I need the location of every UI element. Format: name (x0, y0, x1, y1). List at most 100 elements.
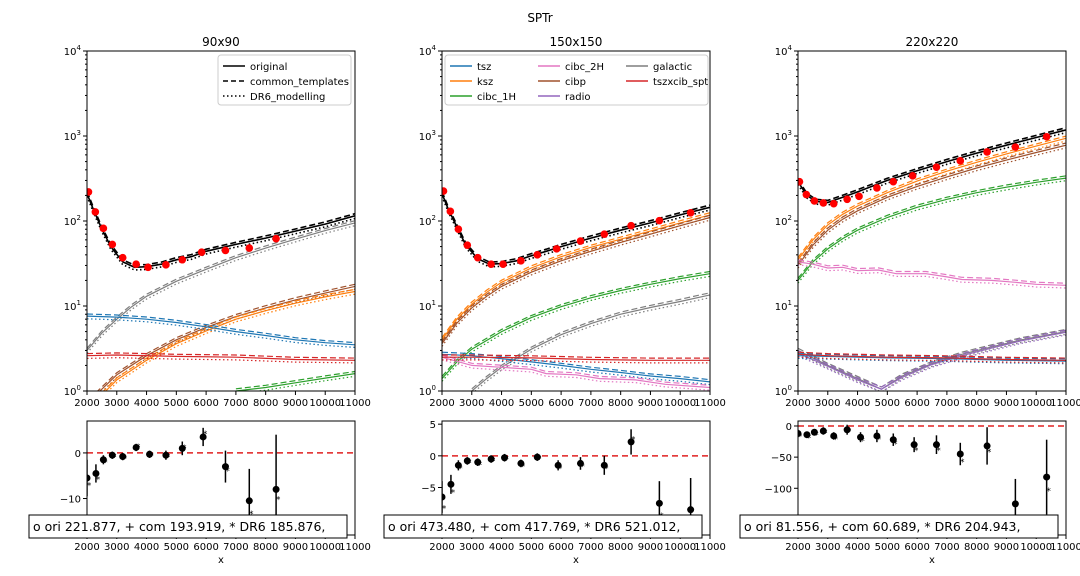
series-cibp-common-templates (442, 214, 710, 342)
x-tick-label: 3000 (459, 398, 484, 409)
residual-point-ori (655, 499, 663, 507)
residual-point-ori (178, 444, 186, 452)
data-point (627, 221, 635, 230)
series-radio-original (798, 331, 1066, 390)
chart-panel-220x220: 220x220 100 101 102 103 104 2000 2000 3000 3000 40… (739, 35, 1080, 566)
series-cibp-original (99, 285, 355, 391)
res-x-tick-label: 7000 (934, 542, 959, 553)
y-tick-label: 101 (419, 299, 436, 313)
res-x-tick-label: 5000 (519, 542, 544, 553)
residual-point-ori (108, 451, 116, 459)
residual-point-ori (932, 441, 940, 449)
residual-point-ori (554, 461, 562, 469)
series-total-common-templates (798, 126, 1066, 202)
data-point (454, 225, 463, 234)
res-x-tick-label: 3000 (104, 542, 129, 553)
data-point (99, 224, 108, 233)
series-cibc_1H-original (235, 373, 355, 391)
series-total-dr6-modelling (798, 131, 1066, 207)
residual-point-ori (983, 442, 991, 450)
legend-frame (444, 54, 709, 106)
y-tick-label: 100 (775, 384, 792, 398)
data-point (576, 237, 585, 245)
series-cibc_2H-original (442, 356, 710, 389)
residual-point-dr6: * (860, 437, 865, 447)
residual-y-axis: 0−50−100−150 (765, 422, 798, 526)
res-y-tick-label: 0 (75, 449, 81, 460)
residual-point-dr6: * (847, 428, 852, 438)
data-point (802, 190, 811, 199)
residual-point-dr6: * (87, 481, 92, 491)
series-tszxcib_spt-original (442, 356, 710, 361)
chi2-annotation-text: o ori 473.480, + com 417.769, * DR6 521.… (388, 519, 680, 534)
residual-point-ori (600, 461, 608, 469)
residual-point-ori (873, 432, 881, 440)
series-galactic-original (471, 294, 710, 391)
data-point (1042, 132, 1051, 141)
series-tsz-dr6-modelling (798, 357, 1066, 365)
x-tick-label: 6000 (193, 398, 218, 409)
series-galactic-dr6-modelling (798, 333, 1066, 391)
x-tick-label: 2000 (429, 398, 454, 409)
data-point (873, 184, 881, 192)
chart-panel-90x90: 90x90 100 101 102 103 104 2000 2000 3000 3000 4000… (28, 35, 371, 566)
residual-point-dr6: * (893, 440, 898, 450)
series-cibc_1H-common-templates (798, 175, 1066, 279)
residual-point-dr6: * (631, 435, 636, 445)
y-tick-label: 101 (64, 299, 81, 313)
residual-point-ori (119, 453, 127, 461)
residual-y-axis: 50−5−10 (415, 420, 442, 526)
res-x-tick-label: 10000 (309, 542, 341, 553)
residual-plot: ************* (87, 427, 355, 535)
x-tick-label: 5000 (519, 398, 544, 409)
residual-point-ori (843, 426, 851, 434)
x-tick-label: 7000 (223, 398, 248, 409)
x-tick-label: 7000 (934, 398, 959, 409)
series-cibp-common-templates (96, 283, 355, 391)
x-tick-label: 10000 (1020, 398, 1052, 409)
data-point (132, 260, 140, 269)
res-x-tick-label: 9000 (283, 542, 308, 553)
residual-point-dr6: * (936, 446, 941, 456)
residual-point-ori (798, 429, 802, 437)
data-point (499, 260, 507, 269)
res-x-tick-label: 4000 (134, 542, 159, 553)
res-x-tick-label: 2000 (429, 542, 454, 553)
residual-point-dr6: * (467, 459, 472, 469)
legend-label: original (250, 62, 287, 73)
residual-point-dr6: * (203, 430, 208, 440)
legend-label: cibc_2H (565, 62, 604, 73)
res-x-tick-label: 9000 (638, 542, 663, 553)
chart-panel-150x150: 150x150 100 101 102 103 104 2000 2000 3000 3000 40… (383, 35, 726, 566)
data-point (829, 199, 838, 208)
y-tick-label: 103 (64, 129, 81, 143)
series-group (442, 187, 710, 391)
residual-point-dr6: * (798, 432, 803, 442)
series-cibc_2H-dr6-modelling (798, 264, 1066, 289)
series-ksz-common-templates (102, 288, 355, 391)
series-cibc_2H-common-templates (442, 354, 710, 386)
panel-title: 220x220 (906, 35, 959, 49)
residual-point-dr6: * (182, 444, 187, 454)
series-total-original (442, 193, 710, 266)
res-y-tick-label: 0 (786, 422, 792, 433)
residual-point-dr6: * (987, 448, 992, 458)
residual-point-ori (1043, 473, 1051, 481)
residual-point-dr6: * (807, 434, 812, 444)
residual-point-dr6: * (558, 465, 563, 475)
residual-plot: *************** (798, 424, 1066, 530)
x-tick-label: 8000 (608, 398, 633, 409)
data-point (1011, 143, 1020, 151)
series-cibc_2H-dr6-modelling (442, 359, 710, 391)
x-axis-label: x (573, 555, 579, 566)
y-tick-label: 100 (64, 384, 81, 398)
data-point (487, 260, 495, 269)
data-point (956, 157, 965, 165)
series-galactic-common-templates (87, 220, 355, 349)
residual-point-ori (162, 451, 170, 459)
res-x-tick-label: 5000 (875, 542, 900, 553)
residual-point-dr6: * (823, 429, 828, 439)
residual-point-ori (687, 506, 695, 514)
residual-point-ori (221, 463, 229, 471)
series-cibc_1H-original (798, 177, 1066, 281)
